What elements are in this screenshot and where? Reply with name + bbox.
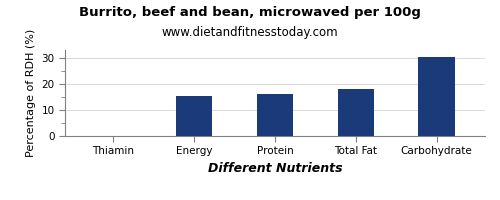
Bar (418, 57, 454, 136)
Y-axis label: Percentage of RDH (%): Percentage of RDH (%) (26, 29, 36, 157)
Text: www.dietandfitnesstoday.com: www.dietandfitnesstoday.com (162, 26, 338, 39)
Text: Burrito, beef and bean, microwaved per 100g: Burrito, beef and bean, microwaved per 1… (79, 6, 421, 19)
X-axis label: Different Nutrients: Different Nutrients (208, 162, 342, 175)
Bar (257, 94, 293, 136)
Bar (176, 96, 212, 136)
Bar (338, 89, 374, 136)
